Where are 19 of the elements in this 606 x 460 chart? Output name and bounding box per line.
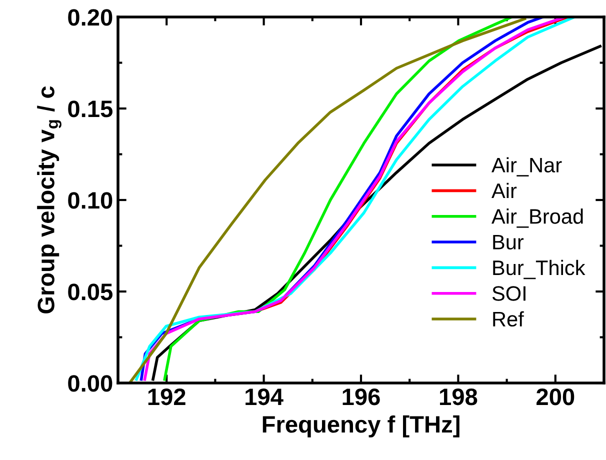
legend-label: Ref [493,311,524,327]
legend-label: Air_Nar [492,157,562,176]
x-tick-label: 194 [246,388,284,406]
x-tick-label: 192 [148,388,186,406]
y-tick-label: 0.15 [68,100,112,118]
y-tick-label: 0.20 [68,9,112,26]
x-axis-title: Frequency f [THz] [262,415,460,438]
y-tick-label: 0.10 [68,192,112,209]
y-axis-title: Group velocity v$_{g}$ / c [37,86,62,314]
legend-label: Bur_Thick [493,260,586,280]
y-tick-label: 0.00 [68,375,112,392]
x-tick-label: 200 [536,388,574,406]
legend-label: Bur [493,234,524,250]
x-tick-label: 198 [440,388,478,406]
y-tick-label: 0.05 [68,284,112,300]
x-tick-label: 196 [342,388,380,406]
legend-label: Air [492,182,517,198]
legend-label: SOI [492,286,526,301]
legend-label: Air_Broad [492,208,583,228]
